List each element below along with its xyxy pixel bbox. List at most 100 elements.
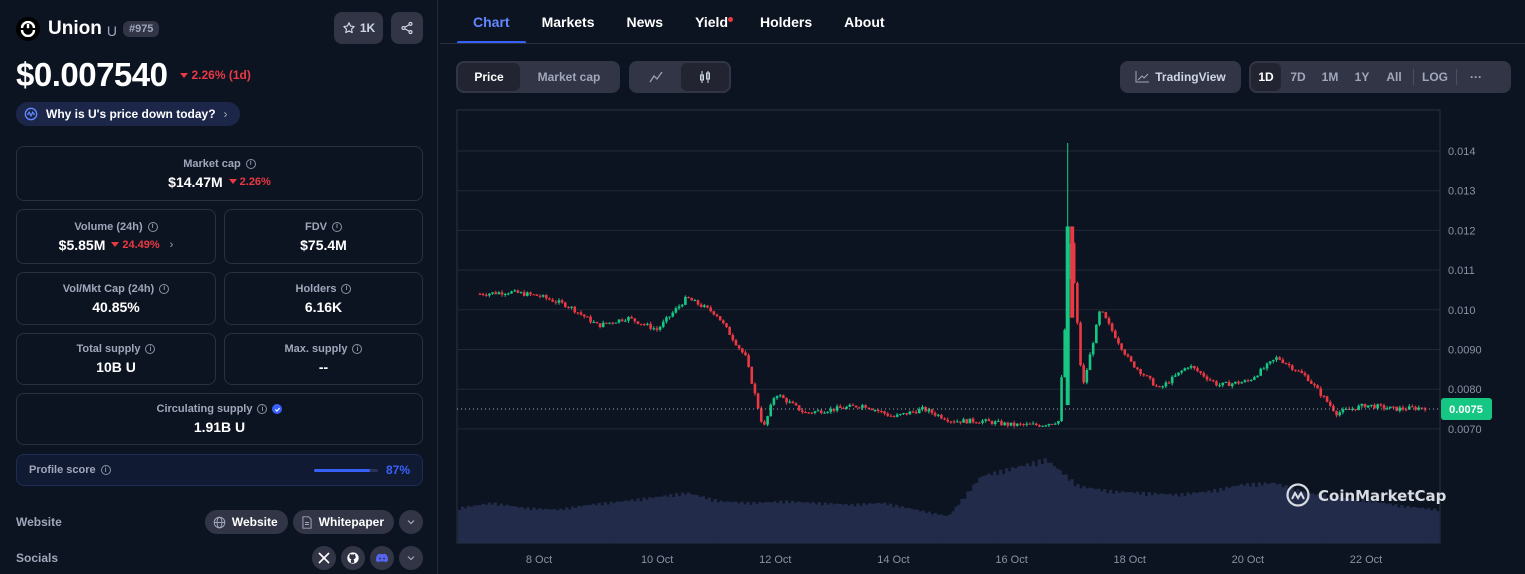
profile-score[interactable]: Profile score i 87% xyxy=(16,454,423,486)
profile-score-bar xyxy=(314,469,378,472)
total-supply-label-row: Total supply i xyxy=(77,343,156,355)
whitepaper-button[interactable]: Whitepaper xyxy=(292,510,394,534)
holders-label-row: Holders i xyxy=(296,283,352,295)
total-supply-card: Total supply i 10B U xyxy=(16,333,216,385)
range-all[interactable]: All xyxy=(1386,70,1402,84)
svg-text:10 Oct: 10 Oct xyxy=(641,554,673,566)
notification-dot xyxy=(728,17,733,22)
line-chart-button[interactable] xyxy=(631,63,681,91)
more-links-button[interactable] xyxy=(399,510,423,534)
watchlist-button[interactable]: 1K xyxy=(334,12,383,44)
candlestick-chart[interactable]: 0.0070 0.0080 0.0090 0.010 0.011 0.012 0.013 0.… xyxy=(440,100,1525,574)
svg-text:0.010: 0.010 xyxy=(1448,305,1476,317)
profile-score-fill xyxy=(314,469,370,472)
svg-text:0.0075: 0.0075 xyxy=(1449,404,1483,416)
tab-holders-label: Holders xyxy=(760,14,813,30)
coin-info-panel: Union U #975 1K $0.007540 2.26% (1d) Why… xyxy=(0,0,438,574)
price-chart[interactable]: 0.0070 0.0080 0.0090 0.010 0.011 0.012 0.013 0.… xyxy=(440,100,1525,574)
market-cap-change: 2.26% xyxy=(228,176,271,188)
star-icon xyxy=(343,22,355,34)
x-twitter-button[interactable] xyxy=(312,546,336,570)
line-chart-icon xyxy=(649,71,663,83)
website-button[interactable]: Website xyxy=(204,510,288,534)
svg-text:8 Oct: 8 Oct xyxy=(526,554,552,566)
info-icon[interactable]: i xyxy=(352,344,363,354)
whitepaper-button-label: Whitepaper xyxy=(318,515,384,529)
caret-down-icon xyxy=(111,242,120,247)
tabs-divider xyxy=(440,43,1525,44)
info-icon[interactable]: i xyxy=(147,221,158,232)
log-scale-toggle[interactable]: LOG xyxy=(1422,70,1448,84)
watchlist-count: 1K xyxy=(359,21,376,35)
chevron-right-icon: › xyxy=(223,107,228,121)
range-1d[interactable]: 1D xyxy=(1251,63,1281,91)
tab-chart-label: Chart xyxy=(473,14,510,30)
tab-yield-label: Yield xyxy=(695,14,728,30)
more-socials-button[interactable] xyxy=(399,546,423,570)
divider xyxy=(1413,69,1414,85)
github-button[interactable] xyxy=(341,546,365,570)
discord-icon xyxy=(375,553,389,562)
tab-holders[interactable]: Holders xyxy=(744,0,828,44)
why-price-down-button[interactable]: Why is U's price down today? › xyxy=(16,102,240,126)
range-1y[interactable]: 1Y xyxy=(1354,70,1370,84)
volume-value-row: $5.85M 24.49% › xyxy=(59,237,174,253)
social-links xyxy=(312,546,423,570)
caret-down-icon xyxy=(179,72,188,78)
circulating-supply-label: Circulating supply xyxy=(156,403,253,415)
chart-type-toggle xyxy=(629,61,731,93)
coin-header: Union U #975 xyxy=(16,14,160,44)
vol-mkt-cap-label-row: Vol/Mkt Cap (24h) i xyxy=(63,283,170,295)
more-options-button[interactable]: ··· xyxy=(1470,70,1482,84)
market-cap-toggle[interactable]: Market cap xyxy=(537,70,601,84)
svg-text:16 Oct: 16 Oct xyxy=(995,554,1027,566)
price-toggle[interactable]: Price xyxy=(458,63,520,91)
tab-news-label: News xyxy=(626,14,664,30)
fdv-label: FDV xyxy=(305,220,327,233)
svg-text:0.0090: 0.0090 xyxy=(1448,345,1482,357)
share-button[interactable] xyxy=(391,12,423,44)
website-label: Website xyxy=(16,515,62,529)
vol-mkt-cap-card: Vol/Mkt Cap (24h) i 40.85% xyxy=(16,272,216,325)
circulating-supply-value: 1.91B U xyxy=(193,419,246,435)
tab-news[interactable]: News xyxy=(610,0,679,44)
svg-text:20 Oct: 20 Oct xyxy=(1232,554,1264,566)
range-7d[interactable]: 7D xyxy=(1290,70,1306,84)
coinmarketcap-watermark: CoinMarketCap xyxy=(1286,483,1447,507)
info-icon[interactable]: i xyxy=(332,221,342,232)
info-icon[interactable]: i xyxy=(159,283,170,294)
section-tabs: Chart Markets News Yield Holders About xyxy=(457,0,901,44)
candlestick-button[interactable] xyxy=(681,63,729,91)
profile-score-label-row: Profile score i xyxy=(29,464,111,476)
metric-toggle: Price Market cap xyxy=(456,61,620,93)
chevron-down-icon xyxy=(407,520,415,525)
tab-about[interactable]: About xyxy=(828,0,900,44)
union-logo-icon xyxy=(16,17,40,41)
discord-button[interactable] xyxy=(370,546,394,570)
price-row: $0.007540 2.26% (1d) xyxy=(16,56,251,94)
tab-markets[interactable]: Markets xyxy=(526,0,611,44)
coin-symbol: U xyxy=(106,22,117,39)
volume-change: 24.49% xyxy=(111,238,160,251)
info-icon[interactable]: i xyxy=(257,404,268,414)
svg-text:14 Oct: 14 Oct xyxy=(877,554,909,566)
circulating-supply-card: Circulating supply i 1.91B U xyxy=(16,393,423,445)
ai-chat-icon xyxy=(24,107,38,121)
svg-text:0.011: 0.011 xyxy=(1448,265,1475,277)
info-icon[interactable]: i xyxy=(341,283,352,294)
total-supply-value: 10B U xyxy=(96,359,136,375)
socials-label: Socials xyxy=(16,551,59,565)
tradingview-button[interactable]: TradingView xyxy=(1120,61,1241,93)
volume-card[interactable]: Volume (24h) i $5.85M 24.49% › xyxy=(16,209,216,264)
info-icon[interactable]: i xyxy=(245,158,256,169)
tab-yield[interactable]: Yield xyxy=(679,0,744,44)
volume-label-row: Volume (24h) i xyxy=(74,221,158,233)
share-icon xyxy=(401,21,413,35)
info-icon[interactable]: i xyxy=(100,465,111,475)
volume-change-value: 24.49% xyxy=(122,238,160,251)
tab-chart[interactable]: Chart xyxy=(457,0,526,44)
candlestick-icon xyxy=(700,71,710,83)
info-icon[interactable]: i xyxy=(145,344,156,354)
range-1m[interactable]: 1M xyxy=(1321,70,1339,84)
